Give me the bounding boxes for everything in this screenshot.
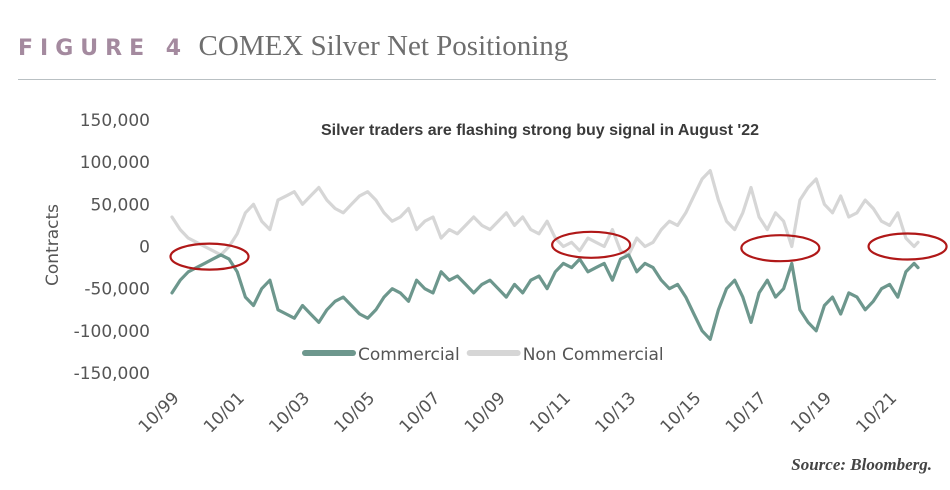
y-tick-label: -150,000 (74, 364, 150, 384)
x-tick-label: 10/19 (787, 388, 836, 437)
x-tick-label: 10/07 (396, 388, 445, 437)
highlight-ellipse (169, 242, 250, 271)
y-tick-label: -100,000 (74, 322, 150, 342)
chart-title: Silver traders are flashing strong buy s… (321, 122, 759, 139)
series-line-non-commercial (170, 169, 920, 257)
series-line-commercial (170, 253, 920, 341)
series-layer (170, 169, 920, 341)
x-tick-label: 10/15 (657, 388, 706, 437)
figure-label: FIGURE 4 (18, 36, 189, 61)
x-tick-label: 10/05 (330, 388, 379, 437)
y-tick-label: 150,000 (80, 111, 150, 131)
legend-label: Non Commercial (523, 345, 664, 365)
legend: Commercial Non Commercial (302, 345, 664, 365)
x-tick-label: 10/03 (265, 388, 314, 437)
y-tick-label: -50,000 (84, 280, 150, 300)
x-tick-label: 10/11 (526, 388, 575, 437)
x-tick-label: 10/01 (200, 388, 249, 437)
x-tick-label: 10/17 (722, 388, 771, 437)
figure-title: COMEX Silver Net Positioning (198, 30, 569, 62)
highlight-ellipse (740, 234, 821, 263)
annotation-layer (169, 230, 948, 271)
figure-header: FIGURE 4 COMEX Silver Net Positioning (18, 30, 568, 70)
x-tick-label: 10/09 (461, 388, 510, 437)
source-note: Source: Bloomberg. (791, 455, 932, 474)
x-tick-label: 10/99 (135, 388, 184, 437)
y-tick-label: 0 (139, 238, 150, 258)
x-tick-label: 10/13 (591, 388, 640, 437)
y-tick-label: 100,000 (80, 153, 150, 173)
silver-positioning-chart: Silver traders are flashing strong buy s… (43, 111, 948, 437)
y-axis-label: Contracts (43, 204, 63, 286)
x-tick-labels: 10/99 10/01 10/03 10/05 10/07 10/09 10/11 10/13… (135, 388, 901, 437)
y-tick-labels: 150,000 100,000 50,000 0 -50,000 -100,000 -150… (74, 111, 150, 384)
legend-label: Commercial (358, 345, 460, 365)
highlight-ellipse (551, 230, 632, 259)
highlight-ellipse (867, 232, 948, 261)
y-tick-label: 50,000 (91, 195, 150, 215)
header-rule (18, 79, 936, 80)
x-tick-label: 10/21 (852, 388, 901, 437)
